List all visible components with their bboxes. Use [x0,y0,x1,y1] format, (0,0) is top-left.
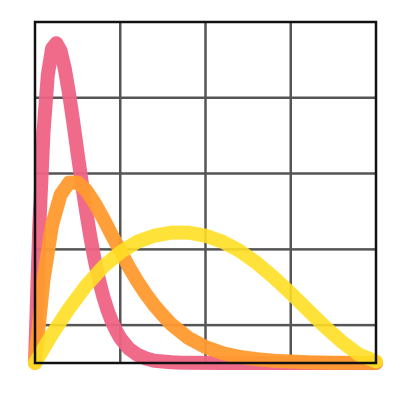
series-line-2 [28,175,383,370]
plot-frame [33,20,378,365]
series-line-3 [28,225,383,370]
